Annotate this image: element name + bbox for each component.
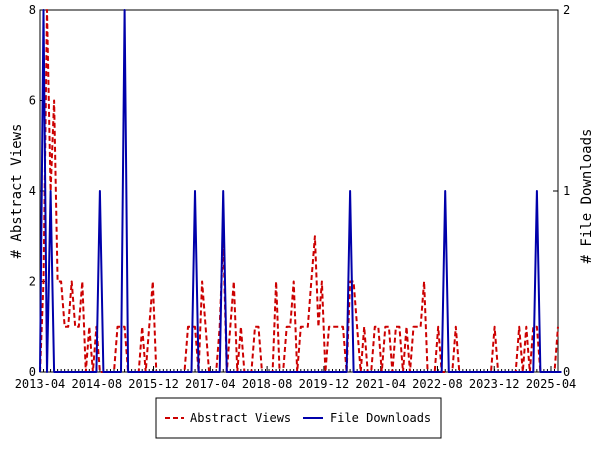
legend: Abstract Views File Downloads	[155, 397, 442, 439]
legend-label-file-downloads: File Downloads	[330, 411, 431, 425]
y-right-tick-label: 2	[563, 3, 570, 17]
legend-label-abstract-views: Abstract Views	[190, 411, 291, 425]
y-left-tick-label: 0	[29, 365, 36, 379]
y-left-tick-label: 6	[29, 94, 36, 108]
series-line-abstract-views	[39, 9, 559, 373]
series-layer	[39, 9, 562, 373]
x-tick-label: 2021-04	[355, 377, 406, 391]
y-axis-right: 0 1 2	[553, 3, 570, 379]
legend-box	[155, 397, 442, 439]
x-tick-label: 2017-04	[185, 377, 236, 391]
y-axis-left-title: # Abstract Views	[9, 124, 25, 259]
y-axis-right-title: # File Downloads	[579, 129, 595, 264]
x-tick-label: 2018-08	[242, 377, 293, 391]
plot-area-frame	[39, 9, 559, 373]
x-tick-label: 2019-12	[299, 377, 350, 391]
y-right-tick-label: 1	[563, 184, 570, 198]
y-left-tick-label: 2	[29, 275, 36, 289]
y-right-tick-label: 0	[563, 365, 570, 379]
x-tick-label: 2023-12	[469, 377, 520, 391]
series-line-file-downloads	[39, 9, 562, 373]
x-tick-label: 2015-12	[128, 377, 179, 391]
x-tick-label: 2025-04	[526, 377, 577, 391]
y-left-tick-label: 4	[29, 184, 36, 198]
x-tick-label: 2014-08	[71, 377, 122, 391]
x-tick-label: 2022-08	[412, 377, 463, 391]
y-left-tick-label: 8	[29, 3, 36, 17]
x-tick-label: 2013-04	[15, 377, 66, 391]
